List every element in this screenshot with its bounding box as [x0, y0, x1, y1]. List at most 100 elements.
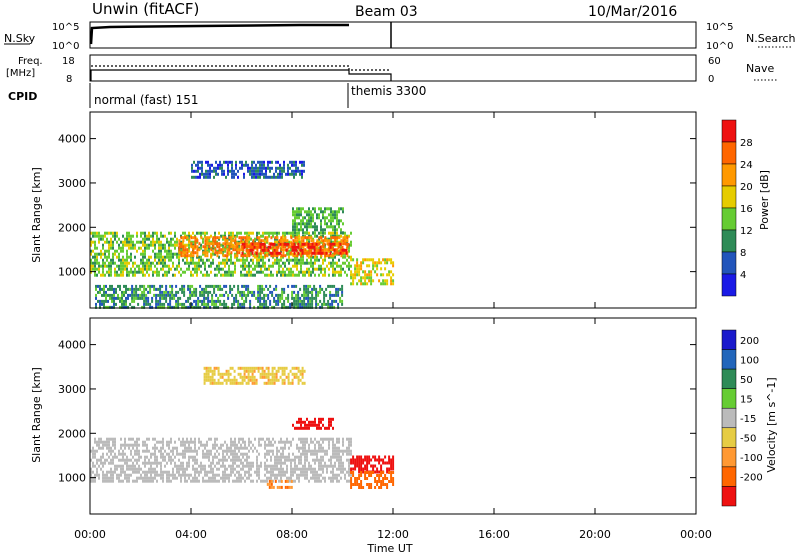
heatmap-cell [160, 234, 162, 238]
heatmap-cell [90, 473, 92, 477]
heatmap-cell [285, 296, 288, 300]
heatmap-cell [278, 455, 280, 459]
heatmap-cell [144, 243, 146, 247]
heatmap-cell [293, 245, 296, 249]
heatmap-cell [178, 261, 180, 265]
heatmap-cell [312, 458, 314, 462]
heatmap-cell [251, 369, 254, 373]
heatmap-cell [265, 366, 268, 370]
heatmap-cell [144, 461, 146, 465]
heatmap-cell [156, 458, 158, 462]
heatmap-cell [131, 287, 134, 291]
heatmap-cell [333, 293, 336, 297]
heatmap-cell [370, 282, 373, 286]
heatmap-cell [111, 299, 113, 303]
heatmap-cell [198, 446, 200, 450]
heatmap-cell [264, 467, 266, 471]
heatmap-cell [291, 169, 293, 173]
heatmap-cell [132, 270, 134, 274]
heatmap-cell [110, 240, 112, 244]
heatmap-cell [229, 160, 231, 164]
heatmap-cell [168, 249, 170, 253]
heatmap-cell [358, 270, 361, 274]
heatmap-cell [104, 252, 106, 256]
heatmap-cell [380, 282, 383, 286]
heatmap-cell [132, 437, 134, 441]
heatmap-cell [332, 440, 334, 444]
heatmap-cell [112, 443, 114, 447]
heatmap-cell [288, 240, 290, 244]
heatmap-cell [222, 236, 225, 240]
heatmap-cell [318, 446, 320, 450]
heatmap-cell [189, 293, 192, 297]
heatmap-cell [124, 452, 126, 456]
heatmap-cell [279, 293, 282, 297]
heatmap-cell [183, 287, 186, 291]
heatmap-cell [318, 417, 320, 421]
heatmap-cell [140, 270, 142, 274]
heatmap-cell [384, 267, 387, 271]
heatmap-cell [222, 258, 224, 262]
heatmap-cell [330, 216, 332, 220]
heatmap-cell [170, 249, 172, 253]
heatmap-cell [204, 254, 207, 258]
heatmap-cell [310, 476, 312, 480]
heatmap-cell [293, 305, 296, 309]
heatmap-cell [333, 251, 336, 255]
heatmap-cell [290, 440, 292, 444]
heatmap-cell [344, 476, 346, 480]
heatmap-cell [94, 264, 96, 268]
heatmap-cell [324, 426, 326, 430]
heatmap-cell [253, 166, 255, 170]
heatmap-cell [194, 440, 196, 444]
heatmap-cell [184, 270, 186, 274]
heatmap-cell [263, 287, 266, 291]
y-tick-label: 3000 [58, 177, 86, 190]
heatmap-cell [392, 261, 395, 265]
heatmap-cell [174, 267, 176, 271]
heatmap-cell [318, 464, 320, 468]
heatmap-cell [120, 467, 122, 471]
heatmap-cell [302, 443, 304, 447]
heatmap-cell [251, 366, 254, 370]
heatmap-cell [332, 273, 334, 277]
heatmap-cell [290, 258, 292, 262]
heatmap-cell [162, 243, 164, 247]
heatmap-cell [227, 169, 229, 173]
heatmap-cell [322, 476, 324, 480]
heatmap-cell [372, 264, 375, 268]
heatmap-cell [304, 476, 306, 480]
heatmap-cell [238, 455, 240, 459]
heatmap-cell [316, 449, 318, 453]
heatmap-cell [94, 234, 96, 238]
heatmap-cell [104, 231, 106, 235]
heatmap-cell [218, 231, 220, 235]
heatmap-cell [348, 437, 350, 441]
heatmap-cell [273, 299, 276, 303]
heatmap-cell [318, 264, 320, 268]
heatmap-cell [335, 290, 338, 294]
heatmap-cell [236, 245, 239, 249]
heatmap-cell [295, 366, 298, 370]
heatmap-cell [232, 248, 235, 252]
heatmap-cell [212, 458, 214, 462]
heatmap-cell [263, 175, 265, 179]
heatmap-cell [231, 169, 233, 173]
heatmap-cell [306, 449, 308, 453]
heatmap-cell [154, 476, 156, 480]
heatmap-cell [303, 381, 306, 385]
heatmap-cell [102, 267, 104, 271]
heatmap-cell [348, 449, 350, 453]
heatmap-cell [291, 381, 294, 385]
heatmap-cell [304, 446, 306, 450]
heatmap-cell [310, 452, 312, 456]
heatmap-cell [350, 231, 352, 235]
heatmap-cell [269, 245, 272, 249]
heatmap-cell [269, 381, 272, 385]
heatmap-cell [386, 470, 389, 474]
heatmap-cell [103, 299, 105, 303]
heatmap-cell [268, 251, 271, 255]
heatmap-cell [241, 366, 244, 370]
heatmap-cell [214, 248, 217, 252]
heatmap-cell [364, 467, 367, 471]
